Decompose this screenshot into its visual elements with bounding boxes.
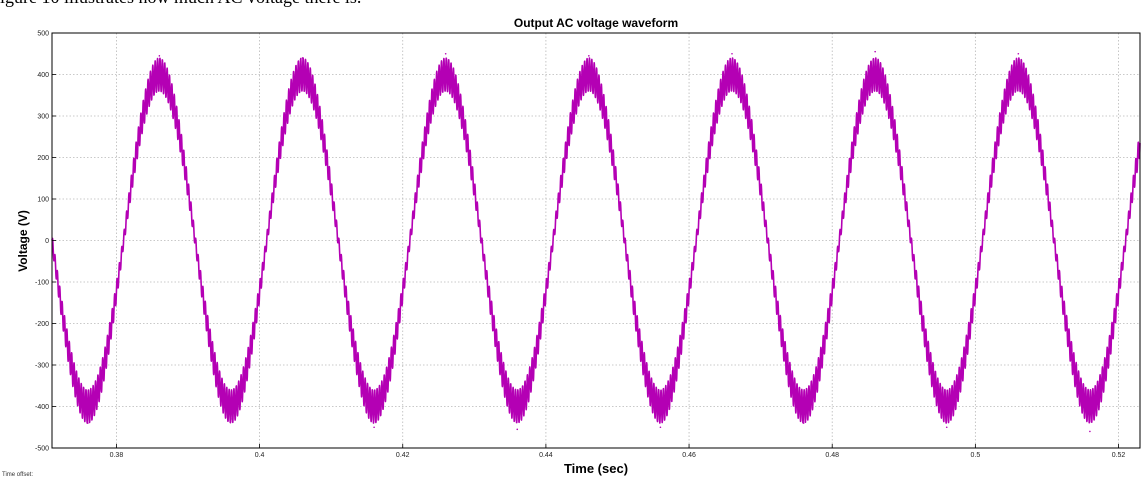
y-tick-label: 300	[37, 114, 49, 121]
x-tick-label: 0.42	[396, 452, 410, 459]
y-tick-label: -300	[35, 363, 49, 370]
extremum-point	[373, 426, 375, 429]
y-tick-label: -400	[35, 404, 49, 411]
extremum-point	[945, 426, 948, 429]
extremum-point	[301, 57, 304, 59]
x-tick-label: 0.4	[255, 452, 265, 459]
y-tick-label: -200	[35, 321, 49, 328]
extremum-point	[444, 52, 447, 55]
footnote-time-offset: Time offset:	[2, 472, 33, 478]
extremum-point	[874, 50, 876, 53]
x-tick-label: 0.5	[971, 452, 981, 459]
extremum-point	[731, 52, 733, 55]
extremum-point	[659, 426, 662, 429]
chart-title: Output AC voltage waveform	[514, 16, 678, 30]
voltage-series-line	[51, 57, 1141, 424]
extremum-point	[230, 418, 232, 420]
series-group	[51, 50, 1141, 433]
y-tick-label: 0	[45, 238, 49, 245]
x-tick-label: 0.46	[682, 452, 696, 459]
x-tick-label: 0.44	[539, 452, 553, 459]
x-tick-label: 0.38	[110, 452, 124, 459]
extremum-point	[588, 55, 590, 57]
x-axis-title: Time (sec)	[564, 461, 628, 476]
y-tick-label: 400	[37, 72, 49, 79]
y-tick-label: -100	[35, 280, 49, 287]
extremum-point	[802, 422, 805, 424]
page-caption-text: igure 10 illustrates how much AC voltage…	[0, 0, 361, 8]
extremum-point	[1017, 52, 1020, 55]
y-tick-label: -500	[35, 446, 49, 453]
y-axis-ticks: -500 -400 -300 -200 -100 0 100 200 300 400 500	[35, 31, 56, 453]
x-tick-label: 0.52	[1112, 452, 1126, 459]
y-axis-title: Voltage (V)	[16, 210, 30, 272]
y-tick-label: 500	[37, 31, 49, 38]
x-axis-ticks: 0.38 0.4 0.42 0.44 0.46 0.48 0.5 0.52	[110, 444, 1126, 459]
extremum-point	[1089, 430, 1091, 433]
y-tick-label: 100	[37, 197, 49, 204]
grid-lines	[52, 33, 1140, 448]
extremum-point	[516, 428, 519, 431]
y-tick-label: 200	[37, 155, 49, 162]
x-tick-label: 0.48	[825, 452, 839, 459]
extremum-point	[158, 55, 161, 57]
extremum-point	[86, 422, 89, 424]
